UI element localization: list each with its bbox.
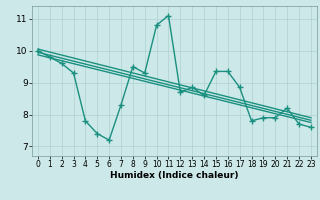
X-axis label: Humidex (Indice chaleur): Humidex (Indice chaleur) [110, 171, 239, 180]
